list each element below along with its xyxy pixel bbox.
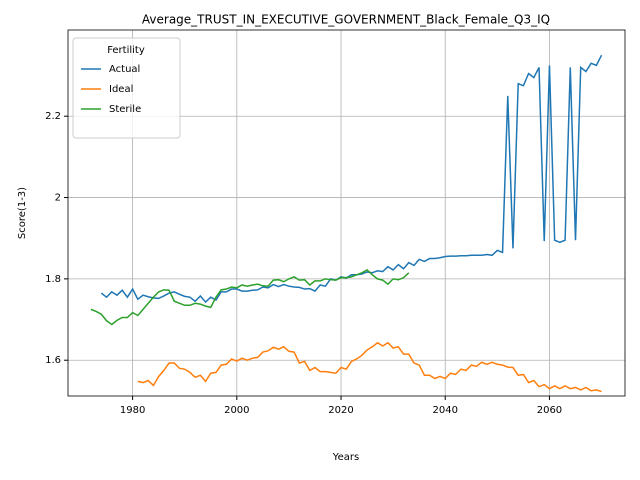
series-line [90, 269, 410, 326]
legend-label: Actual [109, 64, 140, 75]
x-axis-label: Years [332, 452, 359, 463]
x-tick-label: 2020 [328, 405, 353, 416]
y-tick-label: 2 [55, 193, 61, 204]
legend-title: Fertility [107, 45, 145, 56]
y-axis-label: Score(1-3) [17, 187, 28, 239]
legend: Fertility Actual Ideal Sterile [72, 37, 181, 139]
x-tick-label: 2000 [224, 405, 249, 416]
series-line [100, 54, 603, 304]
y-tick-label: 1.8 [45, 274, 61, 285]
legend-box [72, 37, 181, 139]
series-line [137, 341, 602, 393]
legend-label: Sterile [109, 104, 141, 115]
plot-frame [67, 29, 626, 397]
legend-label: Ideal [109, 84, 133, 95]
y-tick-label: 1.6 [45, 355, 61, 366]
x-tick-label: 2060 [537, 405, 562, 416]
chart-title: Average_TRUST_IN_EXECUTIVE_GOVERNMENT_Bl… [142, 13, 550, 27]
y-tick-label: 2.2 [45, 111, 61, 122]
x-tick-label: 2040 [433, 405, 458, 416]
x-tick-label: 1980 [120, 405, 145, 416]
